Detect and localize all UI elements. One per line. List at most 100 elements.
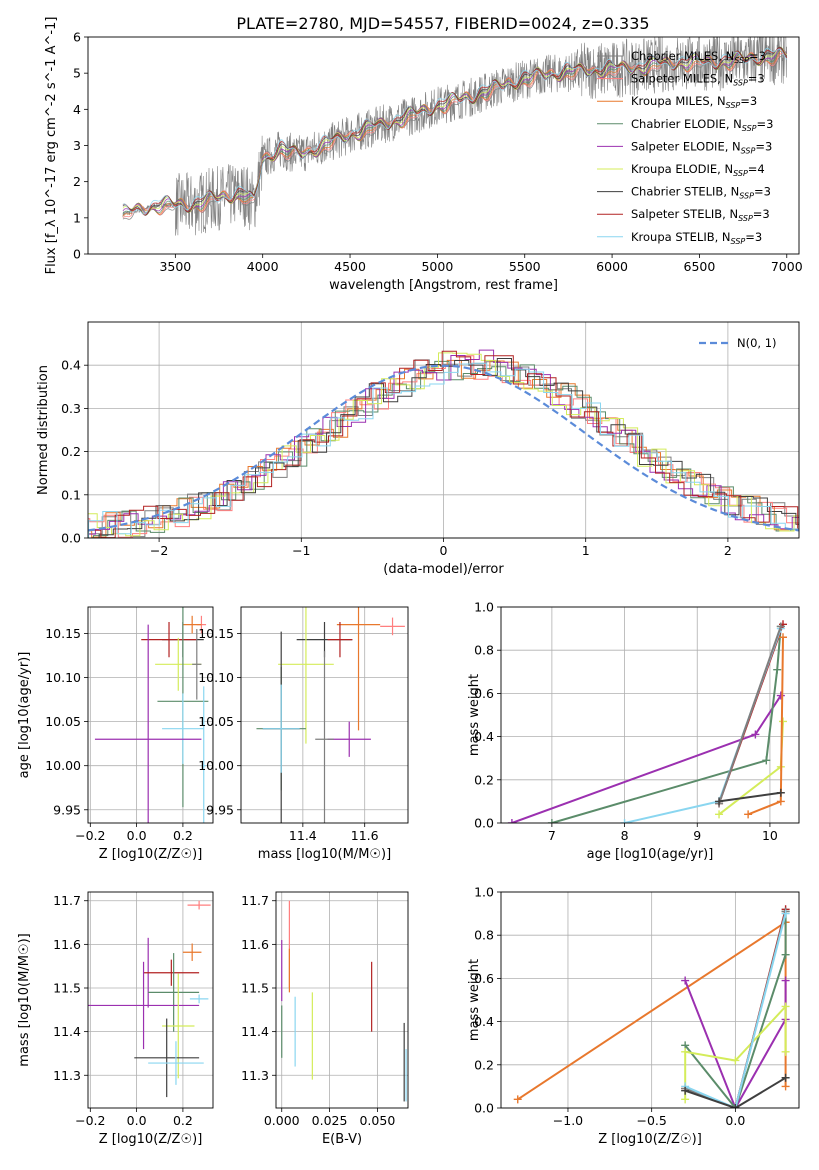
y-tick-label: 6	[73, 30, 81, 45]
x-tick-label: 6000	[596, 259, 628, 274]
y-axis-label: mass weight	[467, 674, 482, 756]
histogram-step-line	[88, 349, 799, 535]
y-tick-label: 0.4	[474, 1014, 494, 1029]
axes-frame	[87, 321, 800, 539]
x-tick-label: 11.4	[289, 828, 317, 843]
x-tick-label: −0.5	[636, 1113, 666, 1128]
y-tick-label: 1.0	[474, 885, 494, 900]
y-tick-label: 0.0	[474, 816, 494, 831]
mass-weight-marker	[781, 1082, 790, 1091]
x-axis-label: (data-model)/error	[383, 562, 504, 577]
x-tick-label: 3500	[159, 259, 191, 274]
panel-mass-weight-vs-age: 7 8 9 10 0.0 0.2 0.4 0.6 0.8 1.0 age [log10(age/yr…	[467, 600, 800, 862]
gaussian-legend-label: N(0, 1)	[737, 336, 777, 350]
y-tick-label: 0.2	[474, 1057, 494, 1072]
axes-frame	[87, 606, 214, 824]
plot-area	[122, 37, 788, 236]
x-tick-label: 2	[724, 543, 732, 558]
mass-weight-marker	[781, 950, 790, 959]
plot-area	[256, 607, 405, 823]
y-tick-label: 1.0	[474, 600, 494, 615]
axes-frame	[275, 891, 409, 1109]
y-tick-label: 0.1	[61, 487, 81, 502]
mass-weight-marker	[681, 1047, 690, 1056]
panel-mass-vs-EBV: 0.000 0.025 0.050 11.3 11.4 11.5 11.6 11.7 E(B-V…	[241, 891, 409, 1147]
panel-age-vs-mass: 11.4 11.6 9.95 10.00 10.05 10.10 10.15 mass [lo…	[198, 606, 409, 862]
x-tick-label: 0.2	[173, 828, 193, 843]
y-tick-label: 0.6	[474, 971, 494, 986]
figure-title: PLATE=2780, MJD=54557, FIBERID=0024, z=0…	[236, 14, 649, 33]
x-tick-label: 1	[582, 543, 590, 558]
mass-weight-marker	[715, 810, 724, 819]
histogram-step-line	[88, 355, 799, 538]
y-tick-label: 0.8	[474, 928, 494, 943]
x-tick-label: 4500	[334, 259, 366, 274]
y-tick-label: 11.3	[53, 1068, 81, 1083]
mass-weight-line	[718, 626, 782, 804]
histogram-step-line	[88, 358, 799, 538]
y-tick-label: 11.3	[241, 1068, 269, 1083]
x-tick-label: 11.6	[351, 828, 379, 843]
histogram-step-line	[88, 362, 799, 538]
x-axis-label: Z [log10(Z/Z☉)]	[99, 1132, 203, 1147]
legend-label: Chabrier ELODIE, NSSP=3	[631, 117, 773, 133]
plot-area	[94, 607, 209, 823]
mass-weight-marker	[731, 1104, 740, 1108]
legend-label: Chabrier MILES, NSSP=3	[631, 49, 766, 65]
y-tick-label: 10.15	[45, 626, 81, 641]
mass-weight-line	[684, 911, 787, 1108]
plot-area	[88, 900, 211, 1098]
mass-weight-marker	[513, 1095, 522, 1104]
y-tick-label: 0	[73, 247, 81, 262]
x-axis-label: Z [log10(Z/Z☉)]	[99, 847, 203, 862]
x-tick-label: 6500	[684, 259, 716, 274]
y-axis-label: Flux [f_λ 10^-17 erg cm^-2 s^-1 A^-1]	[44, 17, 59, 275]
y-tick-label: 10.00	[45, 758, 81, 773]
x-tick-label: 0.000	[264, 1113, 300, 1128]
mass-weight-marker	[776, 691, 785, 700]
spectrum-model-line	[122, 47, 788, 215]
y-tick-label: 11.4	[241, 1024, 269, 1039]
mass-weight-marker	[779, 633, 788, 642]
panel-mass-weight-vs-Z: −1.0 −0.5 0.0 0.0 0.2 0.4 0.6 0.8 1.0 Z [log10(Z/…	[467, 885, 800, 1147]
x-axis-label: age [log10(age/yr)]	[587, 847, 714, 862]
x-tick-label: −0.2	[75, 828, 105, 843]
mass-weight-line	[551, 626, 782, 823]
y-tick-label: 0.2	[61, 444, 81, 459]
mass-weight-marker	[751, 730, 760, 739]
mass-weight-marker	[731, 1056, 740, 1065]
mass-weight-marker	[681, 1095, 690, 1104]
y-tick-label: 10.05	[198, 714, 234, 729]
y-tick-label: 0.0	[474, 1101, 494, 1116]
y-tick-label: 9.95	[53, 802, 81, 817]
plot-area	[88, 349, 799, 538]
y-tick-label: 0.4	[474, 729, 494, 744]
axes-frame	[87, 891, 214, 1109]
y-tick-label: 0.8	[474, 643, 494, 658]
mass-weight-marker	[781, 1002, 790, 1011]
y-tick-label: 11.6	[241, 937, 269, 952]
panel-age-vs-Z: −0.2 0.0 0.2 9.95 10.00 10.05 10.10 10.15 Z [log…	[17, 606, 214, 862]
y-tick-label: 11.5	[53, 981, 81, 996]
x-tick-label: 0.0	[127, 828, 147, 843]
mass-weight-marker	[715, 797, 724, 806]
histogram-step-line	[88, 350, 799, 538]
y-tick-label: 10.00	[198, 758, 234, 773]
spectrum-legend: Chabrier MILES, NSSP=3 Salpeter MILES, NS…	[597, 49, 773, 246]
legend-label: Chabrier STELIB, NSSP=3	[631, 185, 771, 201]
legend-label: Salpeter ELODIE, NSSP=3	[631, 139, 772, 155]
y-axis-label: mass [log10(M/M☉)]	[17, 933, 32, 1066]
mass-weight-marker	[779, 717, 788, 726]
mass-weight-marker	[773, 665, 782, 674]
y-tick-label: 11.7	[53, 893, 81, 908]
plot-area	[281, 900, 407, 1102]
x-tick-label: 4000	[247, 259, 279, 274]
mass-weight-marker	[781, 1047, 790, 1056]
mass-weight-marker	[762, 756, 771, 765]
legend-label: Kroupa STELIB, NSSP=3	[631, 230, 762, 246]
x-tick-label: 9	[693, 828, 701, 843]
axes-frame	[240, 606, 409, 824]
y-tick-label: 0.3	[61, 401, 81, 416]
mass-weight-marker	[681, 1086, 690, 1095]
